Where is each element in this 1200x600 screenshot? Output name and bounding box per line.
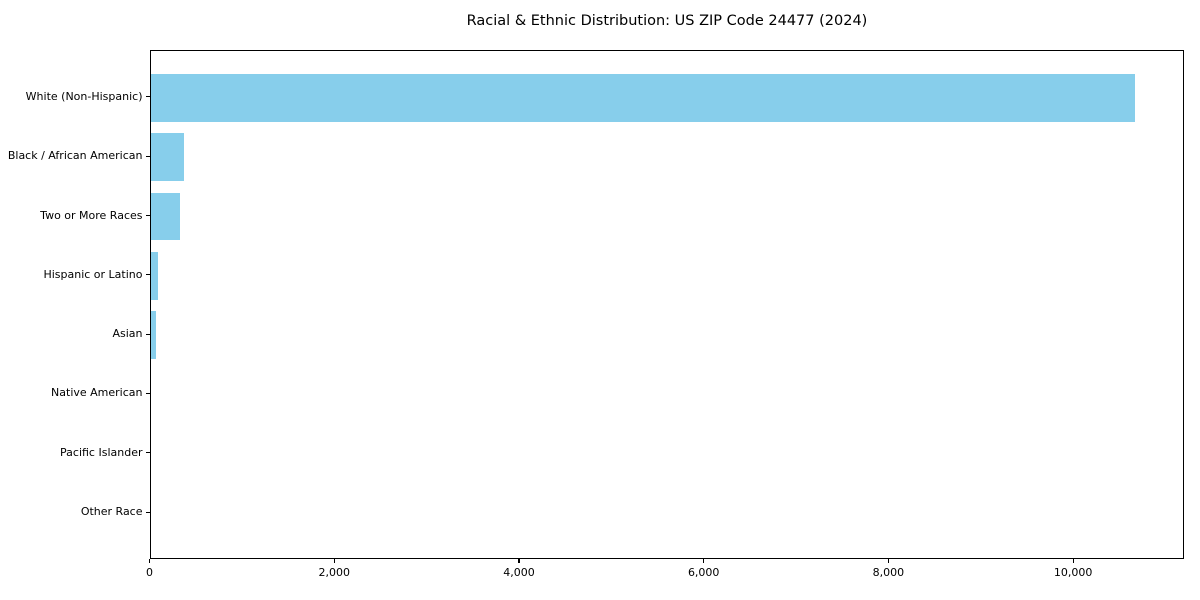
xtick-label-2000: 2,000 (318, 566, 350, 579)
ytick-label-black-african-american: Black / African American (7, 149, 143, 163)
x-tick-mark (333, 559, 335, 563)
bar-black-african-american (150, 133, 184, 181)
xtick-label-8000: 8,000 (872, 566, 905, 579)
xtick-label-4000: 4,000 (503, 566, 535, 579)
ytick-label-other-race: Other Race (80, 505, 143, 519)
y-tick-mark (145, 392, 150, 395)
ytick-label-asian: Asian (112, 327, 143, 341)
ytick-label-native-american: Native American (51, 386, 143, 400)
y-tick-mark (145, 96, 150, 98)
bar-two-or-more-races (150, 192, 180, 241)
xtick-label-0: 0 (146, 566, 153, 579)
y-tick-mark (145, 452, 150, 454)
bar-asian (150, 311, 156, 359)
x-tick-mark (703, 559, 705, 563)
xtick-label-10000: 10,000 (1053, 566, 1093, 579)
plot-area (149, 50, 1184, 559)
x-tick-mark (518, 559, 520, 563)
bar-white-non-hispanic (150, 74, 1136, 122)
xtick-label-6000: 6,000 (687, 566, 720, 579)
y-tick-mark (145, 511, 150, 513)
x-tick-mark (148, 559, 151, 563)
chart-title: Racial & Ethnic Distribution: US ZIP Cod… (466, 13, 868, 29)
ytick-label-pacific-islander: Pacific Islander (60, 445, 143, 459)
y-tick-mark (145, 333, 150, 335)
x-tick-mark (1072, 559, 1074, 563)
ytick-label-two-or-more-races: Two or More Races (40, 208, 143, 222)
ytick-label-white-non-hispanic: White (Non-Hispanic) (25, 89, 143, 103)
bar-hispanic-or-latino (150, 252, 159, 300)
y-tick-mark (145, 274, 150, 276)
y-tick-mark (145, 214, 150, 217)
y-tick-mark (145, 155, 150, 157)
x-tick-mark (887, 559, 890, 563)
ytick-label-hispanic-or-latino: Hispanic or Latino (43, 267, 143, 281)
